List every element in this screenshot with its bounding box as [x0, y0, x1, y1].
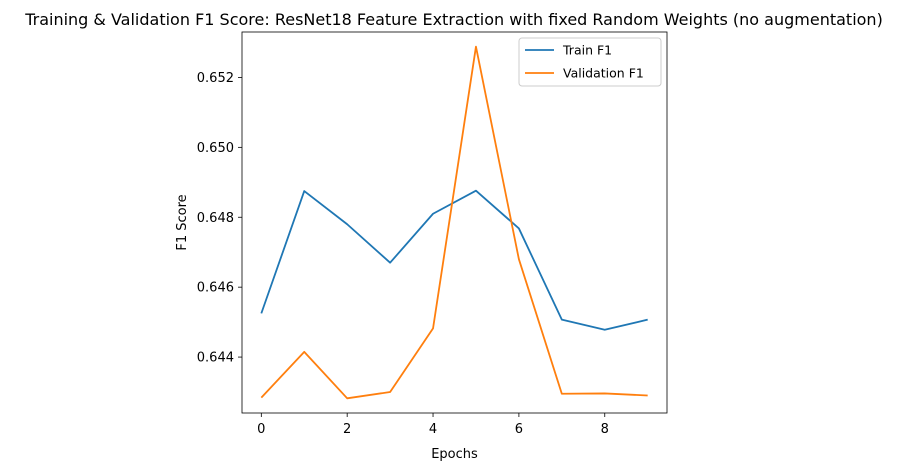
x-tick-label: 0 [257, 422, 265, 437]
y-tick-label: 0.648 [197, 211, 234, 226]
y-tick-label: 0.650 [197, 141, 234, 156]
series-line-validation-f1 [260, 45, 648, 400]
legend-entry-validation-f1: Validation F1 [563, 66, 644, 81]
x-tick-label: 8 [601, 422, 609, 437]
y-axis-ticks: 0.644 0.646 0.648 0.650 0.652 [197, 71, 242, 366]
legend-entry-train-f1: Train F1 [562, 43, 612, 58]
plot-frame [241, 31, 668, 414]
x-axis-ticks: 0 2 4 6 8 [257, 413, 609, 437]
legend-box [518, 37, 662, 87]
chart-title: Training & Validation F1 Score: ResNet18… [24, 10, 883, 29]
series-layer [260, 45, 648, 400]
x-tick-label: 2 [343, 422, 351, 437]
plot-area [242, 32, 667, 413]
legend: Train F1 Validation F1 [518, 37, 662, 87]
y-tick-label: 0.652 [197, 71, 234, 86]
y-axis-label: F1 Score [175, 194, 190, 250]
x-tick-label: 4 [429, 422, 437, 437]
y-tick-label: 0.644 [197, 351, 234, 366]
y-tick-label: 0.646 [197, 281, 234, 296]
series-line-train-f1 [260, 189, 648, 331]
x-tick-label: 6 [515, 422, 523, 437]
x-axis-label: Epochs [431, 447, 478, 462]
